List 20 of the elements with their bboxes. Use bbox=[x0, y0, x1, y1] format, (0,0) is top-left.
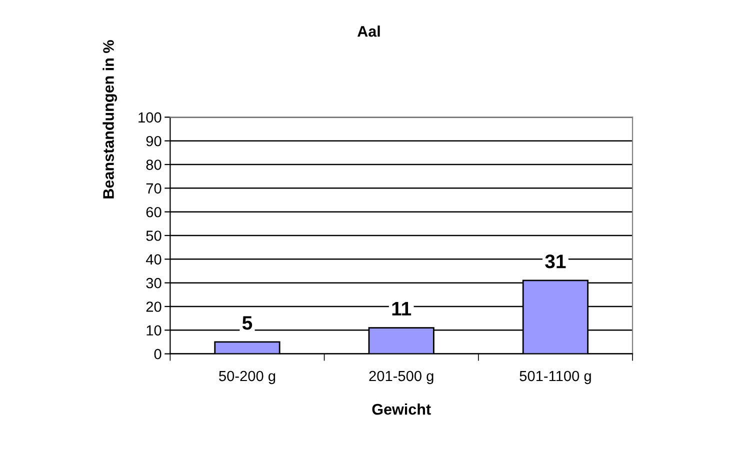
x-axis-title: Gewicht bbox=[372, 404, 431, 415]
y-tick-label: 20 bbox=[146, 302, 162, 312]
y-tick-label: 50 bbox=[146, 230, 162, 241]
y-tick-label: 30 bbox=[146, 278, 162, 288]
data-label: 11 bbox=[392, 302, 412, 316]
data-label: 31 bbox=[545, 254, 566, 268]
y-tick-label: 60 bbox=[146, 206, 162, 218]
y-tick-label: 70 bbox=[146, 183, 162, 194]
x-tick-label: 201-500 g bbox=[369, 370, 434, 384]
data-label: 5 bbox=[242, 316, 252, 330]
y-tick-label: 10 bbox=[146, 325, 162, 336]
y-tick-label: 0 bbox=[154, 348, 162, 360]
y-axis-title: Beanstandungen in % bbox=[102, 40, 118, 198]
chart-title: Aal bbox=[357, 26, 380, 37]
y-tick-label: 100 bbox=[138, 112, 162, 123]
y-tick-label: 80 bbox=[146, 160, 162, 170]
x-tick-label: 501-1100 g bbox=[520, 370, 591, 384]
x-tick-label: 50-200 g bbox=[219, 370, 276, 384]
y-tick-label: 40 bbox=[146, 254, 162, 265]
y-tick-label: 90 bbox=[146, 136, 162, 146]
